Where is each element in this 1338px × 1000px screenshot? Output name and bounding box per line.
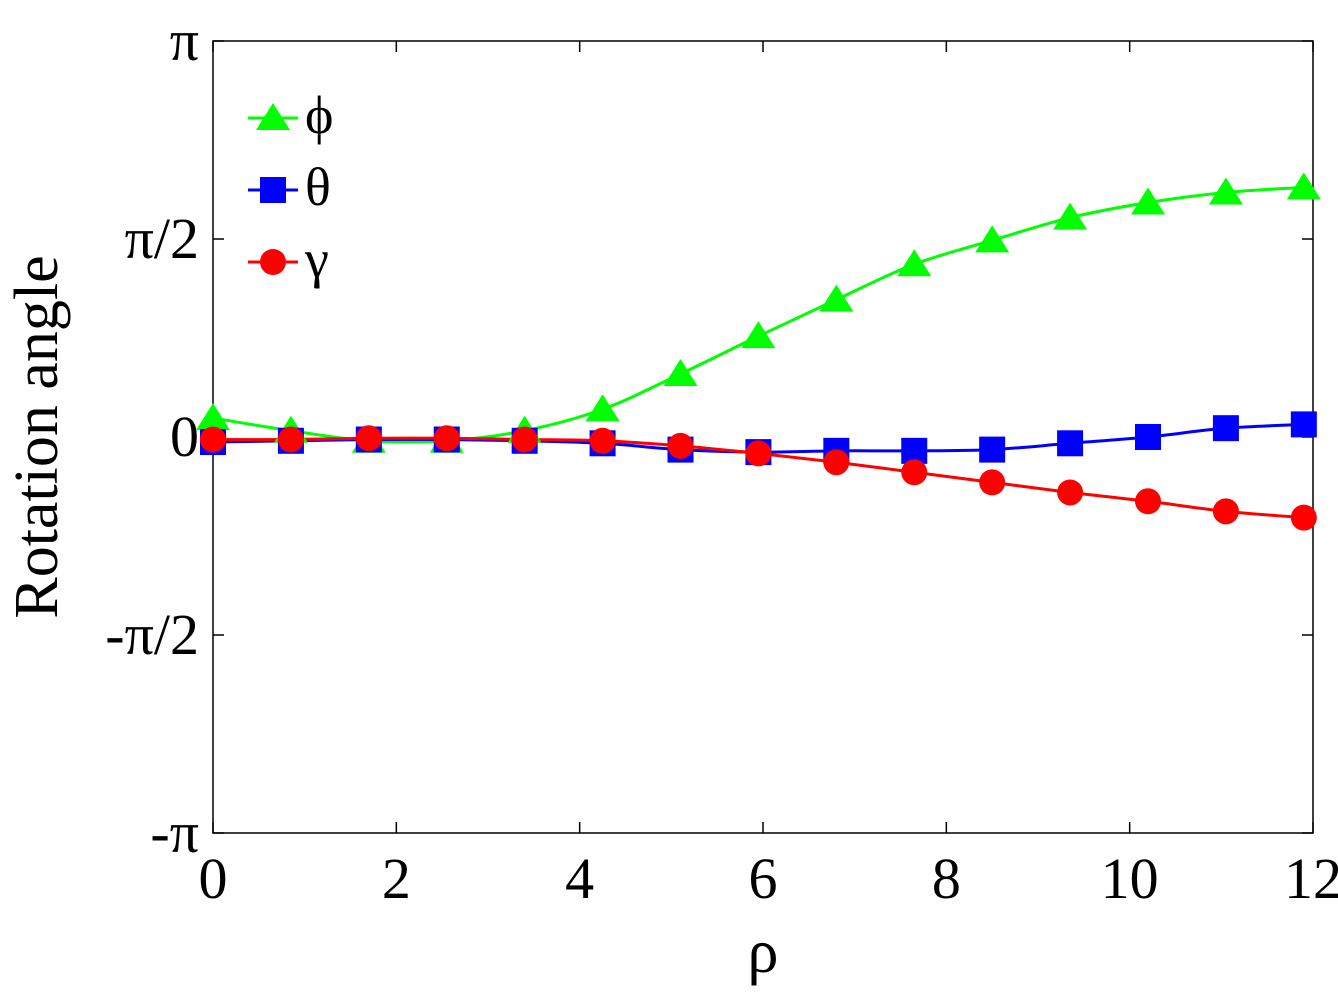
legend-label-0: ϕ: [305, 85, 333, 145]
x-axis-title: ρ: [748, 918, 779, 986]
data-point-0-10: [975, 225, 1010, 253]
data-point-1-13: [1212, 415, 1239, 442]
x-tick-label: 10: [1101, 846, 1159, 911]
data-point-2-7: [745, 440, 772, 467]
x-tick-label: 2: [382, 846, 411, 911]
data-point-2-3: [433, 425, 460, 452]
data-point-0-0: [196, 403, 230, 431]
data-point-0-8: [819, 284, 854, 312]
series-markers-2: [200, 425, 1317, 531]
y-tick-label: π: [170, 8, 199, 73]
data-point-2-13: [1212, 498, 1239, 525]
data-point-2-4: [511, 426, 538, 453]
legend-marker-2: [260, 249, 286, 275]
data-point-2-5: [589, 427, 616, 454]
data-point-0-9: [897, 249, 932, 277]
data-point-1-10: [979, 436, 1006, 463]
legend-entry-1: θ: [248, 157, 331, 217]
data-point-0-11: [1053, 202, 1088, 230]
data-point-0-5: [585, 394, 620, 422]
data-point-2-6: [667, 432, 694, 459]
y-tick-label: -π/2: [105, 602, 199, 667]
legend-marker-1: [260, 177, 286, 203]
data-point-1-14: [1290, 411, 1317, 438]
legend-entry-0: ϕ: [248, 85, 333, 145]
data-point-0-13: [1208, 177, 1243, 205]
legend-entry-2: γ: [248, 229, 329, 289]
data-point-2-0: [200, 426, 226, 453]
data-point-2-8: [823, 449, 850, 476]
data-point-2-10: [979, 469, 1006, 496]
legend-label-2: γ: [304, 229, 329, 289]
data-point-0-7: [741, 321, 776, 349]
series-markers-0: [196, 172, 1321, 453]
data-point-2-14: [1290, 504, 1317, 531]
data-point-0-14: [1286, 172, 1321, 200]
y-tick-label: π/2: [125, 206, 199, 271]
y-tick-label: -π: [150, 800, 199, 865]
data-point-2-9: [901, 459, 928, 486]
legend: ϕθγ: [248, 85, 333, 289]
x-tick-label: 8: [932, 846, 961, 911]
data-point-0-12: [1131, 187, 1165, 215]
data-point-2-2: [355, 425, 382, 452]
data-point-0-6: [663, 358, 698, 386]
x-tick-label: 4: [565, 846, 594, 911]
x-tick-label: 0: [199, 846, 228, 911]
y-tick-label: 0: [170, 404, 199, 469]
data-point-1-12: [1135, 424, 1161, 450]
x-tick-label: 6: [749, 846, 778, 911]
data-point-2-1: [277, 426, 304, 453]
data-point-1-11: [1057, 430, 1084, 457]
series-line-0: [212, 185, 1304, 444]
tick-labels: 0 2 4 6 8 10 12 π π/2 0 -π/2 -π: [105, 8, 1338, 911]
series-lines: [212, 185, 1304, 520]
data-point-2-12: [1135, 488, 1161, 515]
legend-label-1: θ: [305, 157, 331, 217]
legend-marker-0: [256, 103, 290, 130]
axis-ticks: [212, 40, 1314, 834]
data-point-2-11: [1057, 479, 1084, 506]
series-markers: [196, 172, 1321, 531]
y-axis-title: Rotation angle: [3, 255, 71, 618]
x-tick-label: 12: [1284, 846, 1338, 911]
